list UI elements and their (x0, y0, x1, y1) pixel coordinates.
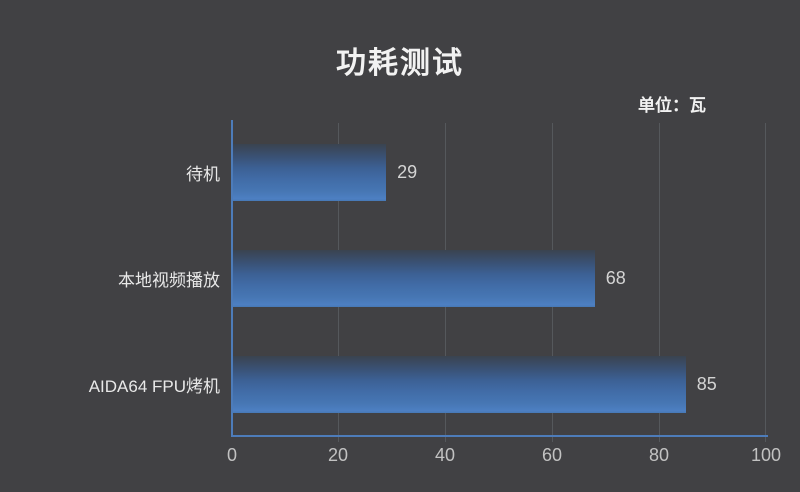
unit-label: 单位：瓦 (638, 96, 706, 115)
bar-row-standby: 待机 29 (186, 120, 766, 226)
plot-area: 待机 29 本地视频播放 68 AIDA64 FPU烤机 85 (89, 120, 768, 442)
chart-title: 功耗测试 (336, 47, 464, 80)
x-tick-mark-40 (445, 437, 446, 442)
y-axis-line (231, 120, 233, 437)
x-axis-labels: 0 20 40 60 80 100 (227, 445, 781, 467)
x-tick-label-60: 60 (541, 445, 563, 465)
x-tick-mark-20 (338, 437, 339, 442)
gridline-100 (765, 123, 766, 437)
bar-row-local-video: 本地视频播放 68 (118, 226, 766, 332)
value-label-standby: 29 (397, 162, 418, 183)
bar-row-aida64-fpu: AIDA64 FPU烤机 85 (89, 331, 766, 437)
category-label-local-video: 本地视频播放 (118, 271, 220, 290)
x-tick-label-100: 100 (750, 445, 782, 465)
bar-rows: 待机 29 本地视频播放 68 AIDA64 FPU烤机 85 (89, 120, 766, 437)
value-label-aida64-fpu: 85 (696, 373, 717, 394)
x-tick-label-20: 20 (327, 445, 349, 465)
category-label-standby: 待机 (186, 165, 220, 185)
gridline-80 (659, 123, 660, 437)
bar-standby (231, 144, 387, 202)
bar-aida64-fpu (231, 355, 686, 413)
x-tick-label-40: 40 (434, 445, 456, 465)
bar-local-video (231, 250, 595, 307)
x-tick-mark-100 (765, 437, 766, 442)
x-tick-mark-60 (552, 437, 553, 442)
x-axis-line (231, 435, 768, 437)
x-tick-mark-80 (659, 437, 660, 442)
x-tick-label-80: 80 (648, 445, 670, 465)
x-tick-label-0: 0 (226, 445, 238, 465)
category-label-aida64-fpu: AIDA64 FPU烤机 (88, 376, 220, 396)
value-label-local-video: 68 (605, 268, 626, 288)
